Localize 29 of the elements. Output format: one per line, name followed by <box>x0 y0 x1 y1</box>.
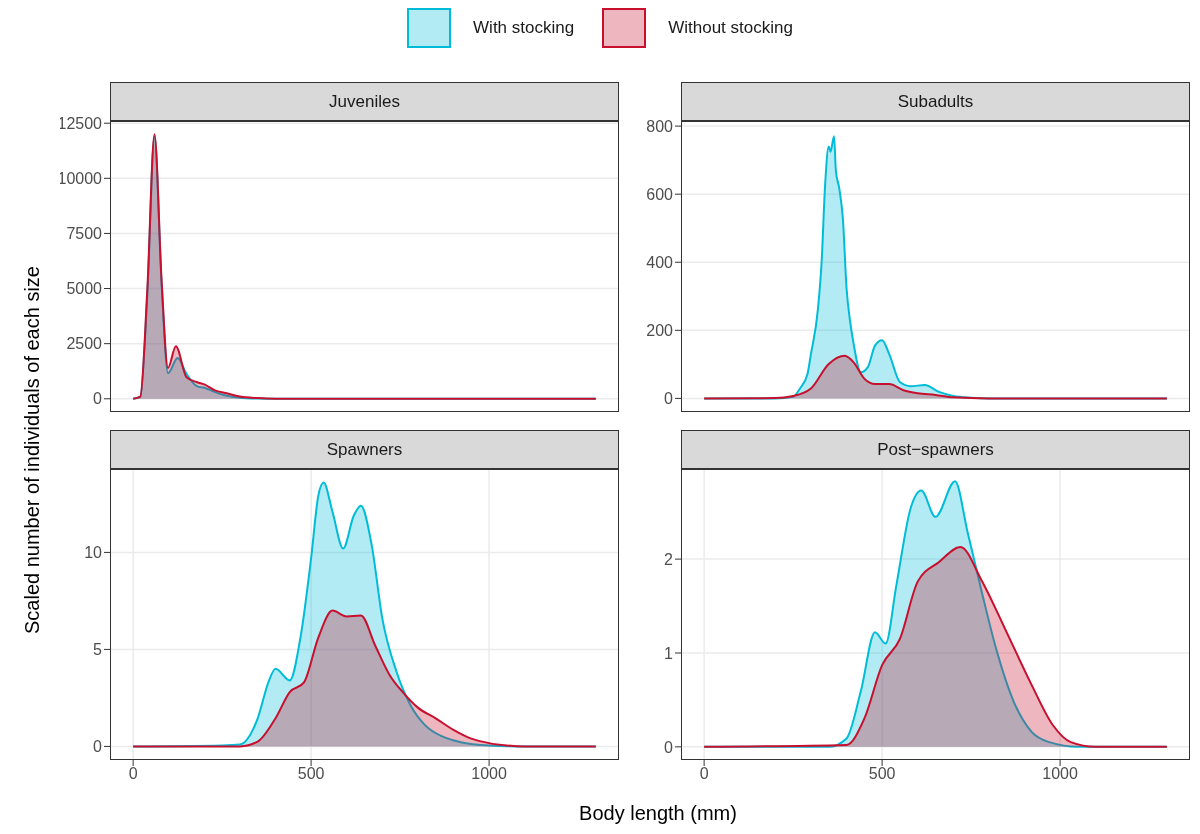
x-tick-label: 500 <box>868 765 896 783</box>
x-tick-label: 500 <box>297 765 325 783</box>
x-tick-label: 1000 <box>471 765 507 783</box>
y-tick-label: 800 <box>646 117 674 135</box>
legend-label: With stocking <box>473 18 575 38</box>
x-axis-title: Body length (mm) <box>578 802 738 825</box>
y-tick-label: 400 <box>646 253 674 271</box>
x-tick-label: 1000 <box>1042 765 1078 783</box>
y-tick-label: 5 <box>93 641 103 659</box>
y-tick-label: 2500 <box>66 335 103 353</box>
chart-title: Post−spawners <box>681 430 1190 470</box>
y-tick-label: 0 <box>664 738 674 756</box>
y-tick-label: 0 <box>93 390 103 408</box>
y-tick-label: 200 <box>646 322 674 339</box>
y-tick-label: 0 <box>93 738 103 756</box>
y-tick-label: 10 <box>84 544 103 562</box>
chart-title: Juveniles <box>110 82 619 122</box>
y-tick-label: 5000 <box>66 280 103 298</box>
y-tick-label: 600 <box>646 185 674 203</box>
x-tick-label: 0 <box>699 765 709 783</box>
y-axis-title: Scaled number of individuals of each size <box>20 266 44 634</box>
y-tick-label: 1 <box>664 644 674 662</box>
y-tick-label: 7500 <box>66 225 103 243</box>
y-tick-label: 0 <box>664 390 674 408</box>
legend-label: Without stocking <box>668 18 793 38</box>
chart-title: Spawners <box>110 430 619 470</box>
chart-title: Subadults <box>681 82 1190 122</box>
x-tick-label: 0 <box>128 765 138 783</box>
y-tick-label: 2 <box>664 550 674 568</box>
